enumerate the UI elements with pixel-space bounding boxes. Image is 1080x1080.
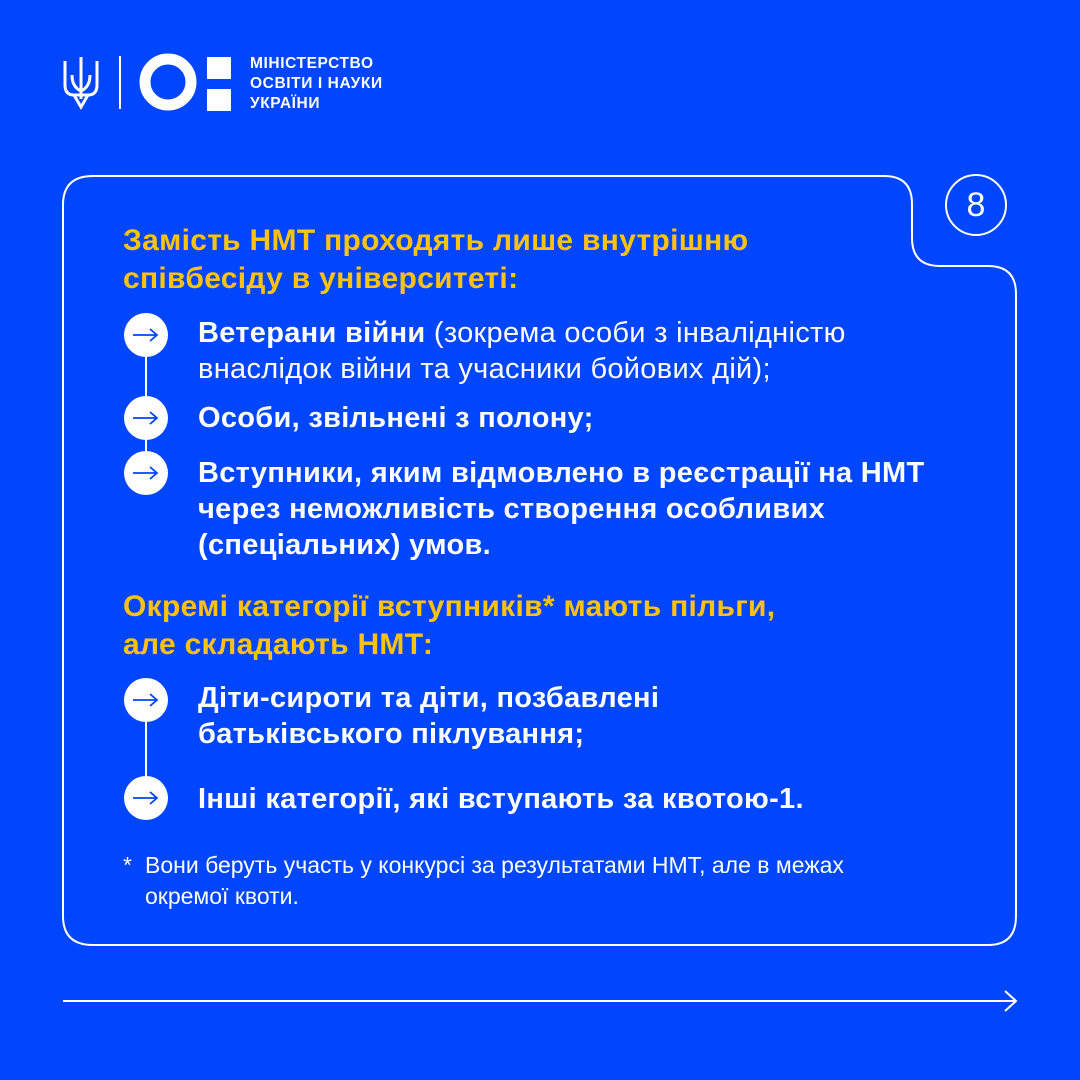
arrow-right-icon xyxy=(133,693,159,707)
item-bold-text: Діти-сироти та діти, позбавлені xyxy=(198,682,660,714)
next-arrow-icon xyxy=(1004,990,1018,1012)
page-number-badge xyxy=(945,174,1007,236)
logo-text-line: УКРАЇНИ xyxy=(250,95,321,112)
arrow-right-icon xyxy=(133,466,159,480)
list-item: Вступники, яким відмовлено в реєстрації … xyxy=(198,455,925,563)
list-item: Особи, звільнені з полону; xyxy=(198,400,594,436)
timeline-connector xyxy=(145,700,147,800)
item-bold-text: батьківського піклування; xyxy=(198,718,585,750)
heading-line: співбесіду в університеті: xyxy=(123,262,519,295)
list-item: Діти-сироти та діти, позбавлені батьківс… xyxy=(198,680,659,752)
heading-line: але складають НМТ: xyxy=(123,628,434,661)
item-bold-text: Інші категорії, які вступають за квотою-… xyxy=(198,783,804,815)
list-item: Інші категорії, які вступають за квотою-… xyxy=(198,781,804,817)
item-text: (зокрема особи з інвалідністю xyxy=(425,317,846,349)
arrow-right-icon xyxy=(133,411,159,425)
footnote-marker: * xyxy=(123,852,132,878)
item-bold-text: через неможливість створення особливих xyxy=(198,493,825,525)
arrow-bullet xyxy=(124,678,168,722)
arrow-right-icon xyxy=(133,791,159,805)
footnote-line: окремої квоти. xyxy=(145,883,299,909)
item-bold-text: (спеціальних) умов. xyxy=(198,529,491,561)
footnote-line: Вони беруть участь у конкурсі за результ… xyxy=(145,852,844,878)
page-number: 8 xyxy=(966,186,986,224)
arrow-right-icon xyxy=(133,328,159,342)
list-item: Ветерани війни (зокрема особи з інвалідн… xyxy=(198,315,846,387)
item-bold-text: Особи, звільнені з полону; xyxy=(198,402,594,434)
item-bold-text: Вступники, яким відмовлено в реєстрації … xyxy=(198,457,925,489)
item-text: внаслідок війни та учасники бойових дій)… xyxy=(198,353,771,385)
logo-text-line: МІНІСТЕРСТВО xyxy=(250,55,374,72)
section1-heading: Замість НМТ проходять лише внутрішню спі… xyxy=(123,222,748,298)
logo-divider xyxy=(119,56,121,109)
section2-heading: Окремі категорії вступників* мають пільг… xyxy=(123,588,775,664)
arrow-bullet xyxy=(124,451,168,495)
arrow-bullet xyxy=(124,776,168,820)
logo-text-line: ОСВІТИ І НАУКИ xyxy=(250,75,383,92)
heading-line: Окремі категорії вступників* мають пільг… xyxy=(123,590,776,623)
trident-icon xyxy=(63,57,99,110)
item-bold-text: Ветерани війни xyxy=(198,317,426,349)
ministry-name: МІНІСТЕРСТВО ОСВІТИ І НАУКИ УКРАЇНИ xyxy=(250,54,383,114)
ministry-logo-icon xyxy=(139,53,231,111)
arrow-bullet xyxy=(124,313,168,357)
arrow-bullet xyxy=(124,396,168,440)
heading-line: Замість НМТ проходять лише внутрішню xyxy=(123,224,749,257)
